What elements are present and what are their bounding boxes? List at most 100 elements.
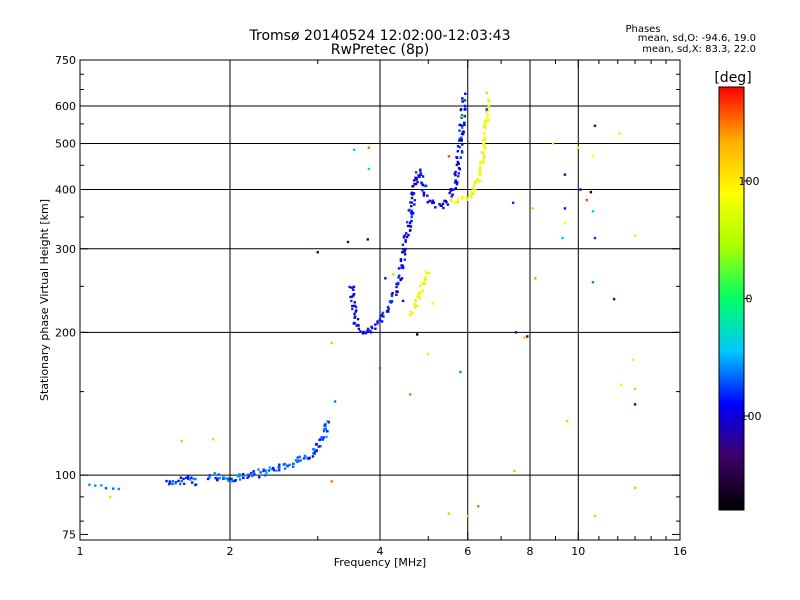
low-trace-point — [278, 468, 281, 472]
low-trace-point — [324, 423, 327, 426]
x-mode-point — [477, 179, 480, 183]
low-trace-point — [216, 479, 219, 482]
o-mode-point — [410, 201, 414, 204]
o-mode-point — [409, 201, 412, 204]
o-mode-point — [399, 259, 403, 263]
scatter-point — [466, 514, 469, 518]
scatter-point — [526, 335, 529, 338]
x-mode-point — [487, 98, 490, 102]
o-mode-point — [405, 232, 408, 235]
x-mode-point — [479, 179, 482, 183]
x-mode-point — [479, 161, 483, 164]
o-mode-point — [397, 276, 400, 279]
o-mode-point — [458, 146, 461, 149]
o-mode-point — [455, 181, 459, 184]
low-trace-point — [214, 476, 217, 480]
x-mode-point — [483, 120, 487, 123]
colorbar-tick-label: 100 — [739, 175, 760, 188]
low-trace-point — [313, 448, 316, 451]
o-mode-point — [390, 293, 394, 296]
low-trace-point — [302, 457, 306, 460]
low-trace-point — [253, 472, 256, 476]
x-mode-point — [415, 304, 418, 308]
low-trace-point — [171, 482, 174, 486]
o-mode-point — [455, 156, 458, 159]
o-mode-point — [390, 294, 394, 298]
scatter-point — [633, 403, 637, 406]
low-trace-point — [311, 455, 315, 458]
o-mode-point — [416, 180, 419, 184]
grid — [80, 60, 680, 540]
o-mode-point — [452, 188, 455, 191]
low-trace-point — [218, 477, 221, 480]
colorbar-tick-label: 0 — [746, 293, 753, 306]
scatter-point — [620, 383, 623, 387]
low-trace-point — [174, 482, 177, 485]
o-mode-point — [421, 188, 424, 192]
low-trace-point — [187, 477, 190, 480]
low-trace-point — [313, 452, 316, 455]
o-mode-point — [403, 234, 406, 237]
low-trace-point — [171, 480, 175, 483]
x-mode-point — [485, 119, 488, 122]
o-mode-point — [403, 248, 406, 251]
x-mode-point — [483, 144, 486, 148]
o-mode-point — [415, 178, 418, 181]
o-mode-point — [426, 201, 430, 204]
low-trace-point — [264, 469, 267, 472]
low-trace-point — [327, 420, 330, 424]
low-trace-point — [292, 462, 295, 465]
scatter-point — [485, 108, 488, 111]
x-mode-point — [427, 271, 431, 275]
low-trace-point — [318, 438, 321, 442]
o-mode-point — [464, 92, 467, 95]
low-trace-point — [241, 472, 245, 476]
o-mode-point — [448, 191, 451, 195]
low-trace-point — [231, 480, 234, 483]
x-mode-point — [423, 282, 426, 286]
o-mode-point — [451, 193, 454, 196]
o-mode-point — [410, 196, 414, 200]
o-mode-point — [413, 199, 417, 202]
o-mode-point — [424, 184, 428, 188]
o-mode-point — [370, 326, 374, 330]
x-mode-point — [471, 192, 474, 196]
o-mode-point — [381, 311, 385, 315]
low-trace-point — [183, 482, 186, 486]
o-mode-point — [387, 307, 390, 310]
scatter-point — [367, 146, 371, 149]
y-tick-label: 600 — [55, 100, 76, 113]
x-mode-point — [480, 151, 483, 154]
o-mode-point — [356, 323, 359, 327]
low-trace-point — [317, 445, 320, 448]
o-mode-point — [401, 251, 404, 254]
low-trace-point — [320, 436, 324, 439]
scatter-point — [401, 299, 405, 303]
o-mode-point — [419, 170, 422, 174]
scatter-point — [431, 302, 434, 305]
o-mode-point — [380, 313, 384, 316]
low-trace-point — [188, 478, 192, 481]
low-trace-point — [227, 479, 230, 482]
x-mode-point — [472, 192, 476, 195]
o-mode-point — [402, 236, 406, 239]
chart-subtitle: RwPretec (8p) — [331, 42, 429, 58]
low-trace-point — [180, 479, 183, 483]
o-mode-point — [413, 182, 416, 186]
o-mode-point — [350, 286, 354, 289]
y-tick-label: 100 — [55, 469, 76, 482]
o-mode-point — [432, 201, 436, 204]
low-trace-point — [271, 466, 275, 470]
o-mode-point — [391, 291, 394, 295]
low-trace-point — [295, 459, 299, 462]
o-mode-point — [352, 322, 356, 325]
scatter-point — [346, 240, 350, 244]
x-mode-point — [421, 282, 424, 285]
phases-o-line: mean, sd,O: -94.6, 19.0 — [638, 33, 756, 44]
x-mode-point — [482, 132, 486, 136]
o-mode-point — [348, 285, 351, 289]
low-trace-point — [186, 475, 190, 478]
o-mode-point — [353, 304, 356, 307]
o-mode-point — [463, 99, 467, 102]
o-mode-point — [349, 295, 352, 299]
